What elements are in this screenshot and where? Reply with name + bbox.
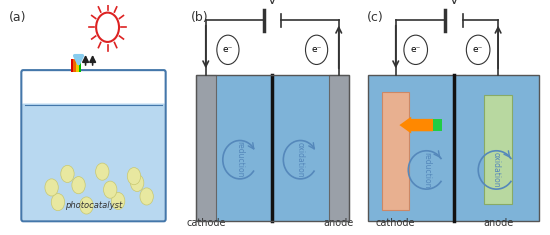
Circle shape	[96, 163, 109, 180]
Circle shape	[305, 35, 328, 64]
Circle shape	[112, 192, 125, 210]
Text: cathode: cathode	[186, 218, 225, 228]
Circle shape	[404, 35, 427, 64]
Text: reduction: reduction	[422, 152, 431, 188]
Circle shape	[72, 177, 85, 194]
Circle shape	[51, 194, 65, 211]
Text: (a): (a)	[9, 12, 26, 24]
Bar	[382, 92, 409, 210]
Text: e⁻: e⁻	[223, 45, 233, 54]
Bar	[216, 75, 328, 221]
Bar	[328, 75, 349, 221]
Bar	[433, 119, 442, 131]
Text: e⁻: e⁻	[311, 45, 322, 54]
Circle shape	[466, 35, 490, 64]
Bar	[73, 59, 76, 72]
Bar	[196, 75, 349, 221]
Circle shape	[217, 35, 239, 64]
FancyBboxPatch shape	[22, 103, 165, 220]
Bar	[70, 59, 73, 72]
Text: V: V	[449, 0, 458, 7]
Bar	[76, 59, 79, 72]
Text: cathode: cathode	[376, 218, 415, 228]
Circle shape	[60, 165, 74, 182]
Bar	[485, 95, 512, 204]
Text: oxidation: oxidation	[492, 152, 501, 188]
Text: V: V	[268, 0, 277, 7]
Text: photocatalyst: photocatalyst	[65, 201, 122, 210]
Text: (b): (b)	[190, 12, 208, 24]
Text: oxidation: oxidation	[296, 142, 305, 177]
Circle shape	[103, 181, 117, 198]
Circle shape	[130, 174, 144, 192]
Text: anode: anode	[323, 218, 354, 228]
Bar	[368, 75, 539, 221]
Circle shape	[45, 179, 58, 196]
FancyArrow shape	[399, 117, 433, 133]
Bar	[79, 59, 81, 72]
Text: reduction: reduction	[235, 141, 244, 178]
Text: (c): (c)	[367, 12, 383, 24]
Circle shape	[80, 197, 93, 214]
Circle shape	[140, 188, 153, 205]
Text: e⁻: e⁻	[473, 45, 483, 54]
Text: anode: anode	[483, 218, 513, 228]
Text: e⁻: e⁻	[410, 45, 421, 54]
Circle shape	[127, 168, 141, 185]
Bar	[196, 75, 216, 221]
